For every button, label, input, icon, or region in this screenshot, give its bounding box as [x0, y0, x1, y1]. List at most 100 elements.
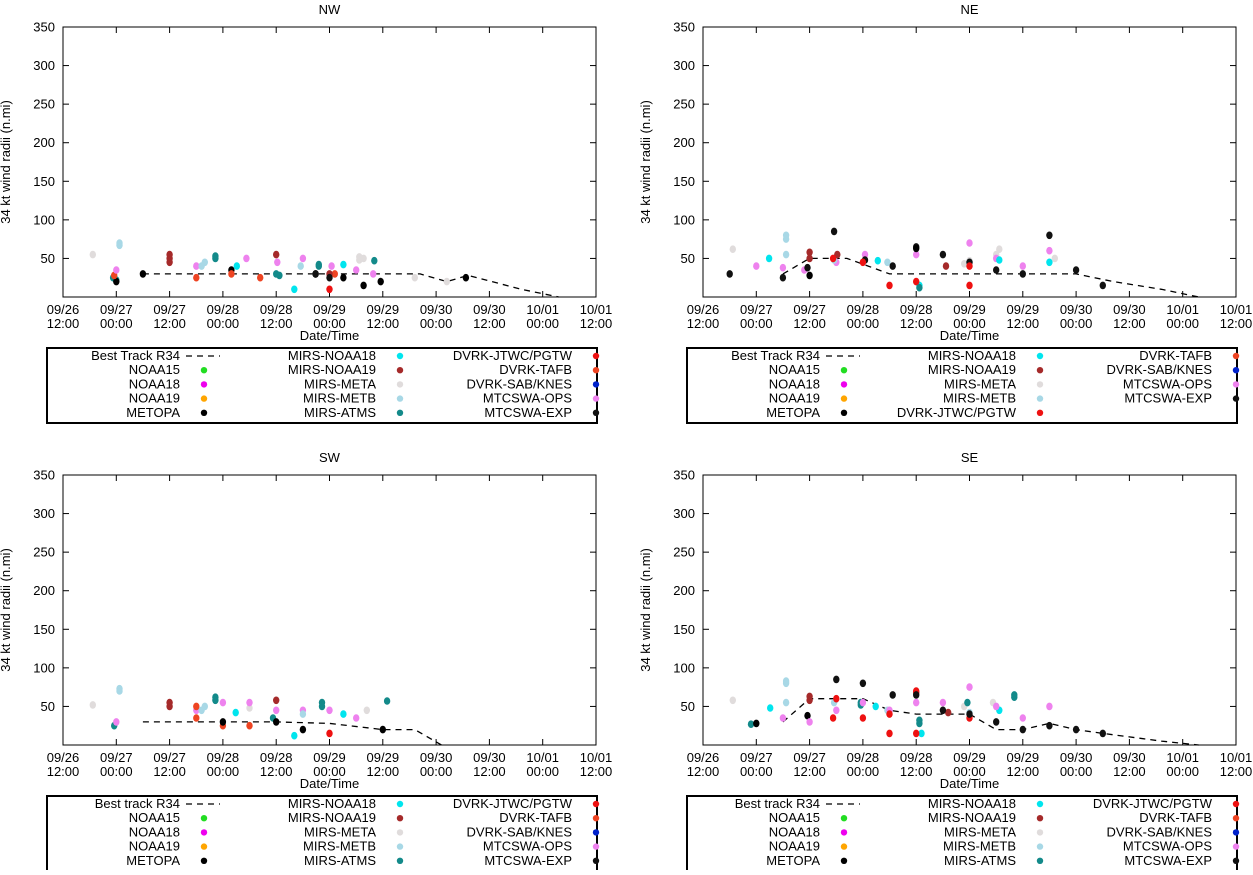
legend-label-mtcswa-ops: MTCSWA-OPS: [1123, 376, 1212, 391]
data-point-mtcswa-exp: [312, 270, 319, 278]
data-point-dvrk-tafb: [193, 702, 200, 711]
x-tick-label-time: 12:00: [1007, 316, 1040, 331]
legend-label-noaa19: NOAA19: [769, 391, 820, 406]
data-point-mirs-metb: [782, 698, 790, 707]
data-point-mtcswa-ops: [246, 698, 253, 707]
legend-label-best-track-r34: Best Track R34: [731, 348, 820, 363]
data-point-mtcswa-exp: [1019, 270, 1026, 278]
x-tick-label-date: 09/30: [473, 750, 506, 765]
legend-marker-mirs-noaa19: [1036, 367, 1044, 374]
data-point-dvrk-jtwc-pgtw: [326, 285, 333, 294]
legend-label-mirs-noaa19: MIRS-NOAA19: [928, 810, 1016, 825]
legend-label-mtcswa-ops: MTCSWA-OPS: [483, 839, 572, 854]
data-point-mtcswa-ops: [328, 262, 335, 270]
legend-marker-noaa15: [840, 815, 848, 822]
legend-marker-noaa19: [840, 843, 848, 850]
y-tick-label: 300: [673, 58, 695, 73]
x-tick-label-date: 09/29: [313, 750, 346, 765]
data-point-mtcswa-exp: [889, 262, 896, 270]
legend-label-mirs-noaa19: MIRS-NOAA19: [928, 362, 1016, 377]
data-point-mirs-meta: [360, 254, 367, 263]
x-tick-label-date: 09/26: [47, 750, 80, 765]
legend-label-best-track-r34: Best track R34: [95, 796, 180, 811]
x-tick-label-time: 12:00: [473, 316, 506, 331]
data-point-mtcswa-ops: [370, 270, 377, 278]
x-tick-label-time: 12:00: [260, 316, 293, 331]
chart-panel-ne: NE 50 100 150 200 250 300 350 09/26 12:00 09/27 00:…: [638, 0, 1253, 435]
data-point-mirs-atms: [318, 702, 326, 711]
data-point-mtcswa-exp: [1072, 725, 1080, 734]
data-point-mtcswa-ops: [274, 258, 281, 267]
x-tick-label-time: 12:00: [793, 316, 826, 331]
legend-label-mirs-noaa18: MIRS-NOAA18: [928, 796, 1016, 811]
data-point-metopa: [377, 277, 384, 286]
y-tick-label: 150: [33, 622, 55, 637]
legend-label-noaa15: NOAA15: [769, 810, 820, 825]
x-tick-label-date: 09/29: [367, 302, 400, 317]
data-point-mtcswa-exp: [966, 710, 973, 718]
y-tick-label: 350: [673, 468, 695, 483]
data-point-mtcswa-ops: [1019, 714, 1026, 722]
data-point-dvrk-tafb: [331, 270, 338, 278]
legend-marker-mtcswa-exp: [1232, 857, 1240, 864]
y-tick-label: 50: [681, 251, 695, 266]
legend-label-mirs-metb: MIRS-METB: [943, 391, 1016, 406]
legend-marker-mtcswa-ops: [1232, 843, 1240, 850]
chart-svg-se: SE5010015020025030035009/2612:0009/2700:…: [638, 450, 1252, 872]
y-tick-label: 100: [673, 212, 695, 227]
plot-frame: [62, 26, 597, 298]
y-tick-label: 350: [673, 20, 695, 35]
x-tick-label-time: 00:00: [740, 316, 773, 331]
y-tick-label: 300: [33, 506, 55, 521]
data-point-mtcswa-exp: [993, 718, 1000, 726]
x-tick-label-date: 09/30: [1060, 302, 1093, 317]
legend-label-mirs-noaa18: MIRS-NOAA18: [288, 796, 376, 811]
data-point-metopa: [753, 719, 760, 728]
x-tick-label-time: 12:00: [153, 764, 186, 779]
data-point-mirs-noaa18: [232, 708, 239, 717]
x-tick-label-time: 12:00: [1007, 764, 1040, 779]
x-tick-label-time: 12:00: [793, 764, 826, 779]
y-tick-label: 100: [33, 212, 55, 227]
y-tick-label: 250: [673, 545, 695, 560]
legend-marker-mirs-atms: [396, 409, 404, 416]
legend-marker-dvrk-jtwc-pgtw: [1036, 409, 1044, 416]
data-point-dvrk-tafb: [193, 273, 200, 282]
legend-label-noaa18: NOAA18: [769, 824, 820, 839]
data-point-mirs-metb: [782, 231, 790, 240]
best-track-line: [142, 273, 559, 298]
data-point-dvrk-tafb: [228, 270, 235, 278]
x-tick-label-time: 12:00: [580, 764, 613, 779]
x-tick-label-date: 09/29: [953, 750, 986, 765]
x-tick-label-time: 00:00: [100, 764, 133, 779]
legend-label-mirs-noaa19: MIRS-NOAA19: [288, 810, 376, 825]
x-tick-label-date: 09/27: [793, 302, 826, 317]
data-point-mirs-noaa19: [806, 254, 813, 263]
data-point-mirs-noaa18: [1046, 258, 1053, 267]
x-tick-label-date: 09/27: [100, 750, 133, 765]
data-point-mirs-meta: [996, 245, 1003, 253]
data-point-mirs-meta: [443, 277, 450, 286]
data-point-dvrk-jtwc-pgtw: [886, 710, 893, 718]
legend-label-noaa15: NOAA15: [129, 810, 180, 825]
y-axis-label: 34 kt wind radii (n.mi): [0, 100, 13, 224]
x-tick-label-date: 09/30: [420, 750, 453, 765]
legend-label-mtcswa-ops: MTCSWA-OPS: [1123, 839, 1212, 854]
data-point-dvrk-jtwc-pgtw: [886, 729, 893, 738]
x-axis-label: Date/Time: [300, 328, 359, 343]
legend-marker-noaa15: [200, 367, 208, 374]
data-point-mtcswa-ops: [833, 706, 840, 715]
x-tick-label-date: 10/01: [580, 750, 613, 765]
legend-marker-mirs-metb: [396, 395, 404, 402]
x-tick-label-date: 09/28: [207, 302, 240, 317]
legend-marker-noaa19: [840, 395, 848, 402]
legend-label-metopa: METOPA: [766, 853, 820, 868]
data-point-mirs-atms: [964, 698, 971, 707]
x-tick-label-date: 10/01: [1166, 750, 1199, 765]
legend-label-mtcswa-ops: MTCSWA-OPS: [483, 391, 572, 406]
x-tick-label-time: 00:00: [1166, 764, 1199, 779]
x-tick-label-time: 00:00: [847, 764, 880, 779]
data-point-dvrk-jtwc-pgtw: [886, 281, 893, 290]
y-tick-label: 50: [681, 699, 695, 714]
x-tick-label-time: 12:00: [47, 316, 80, 331]
